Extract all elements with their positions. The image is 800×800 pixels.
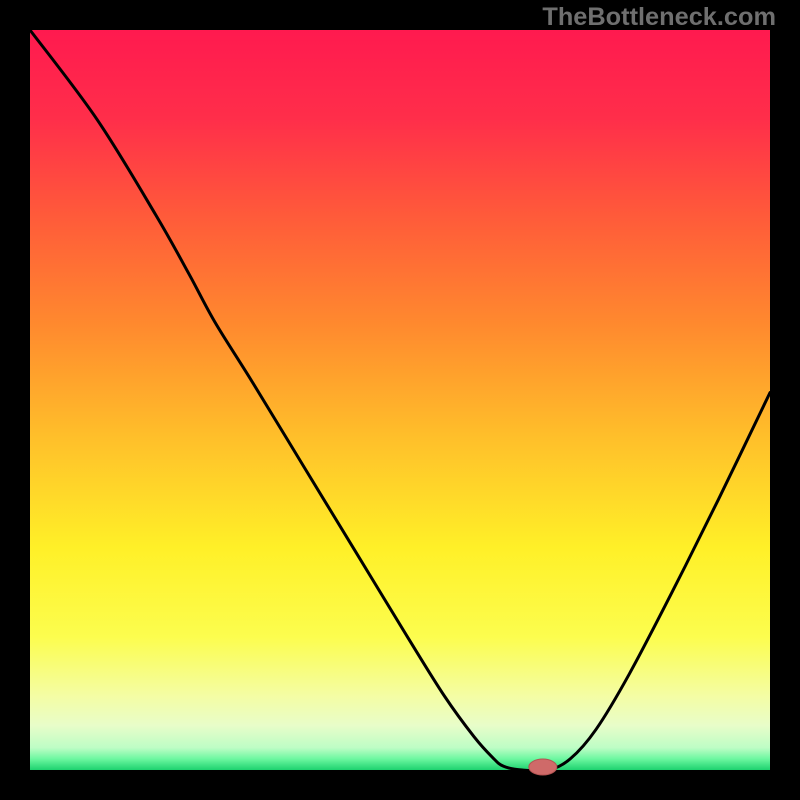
highlight-marker (529, 759, 557, 775)
chart-root: TheBottleneck.com (0, 0, 800, 800)
chart-svg (0, 0, 800, 800)
watermark-text: TheBottleneck.com (542, 3, 776, 32)
chart-background-gradient (30, 30, 770, 770)
